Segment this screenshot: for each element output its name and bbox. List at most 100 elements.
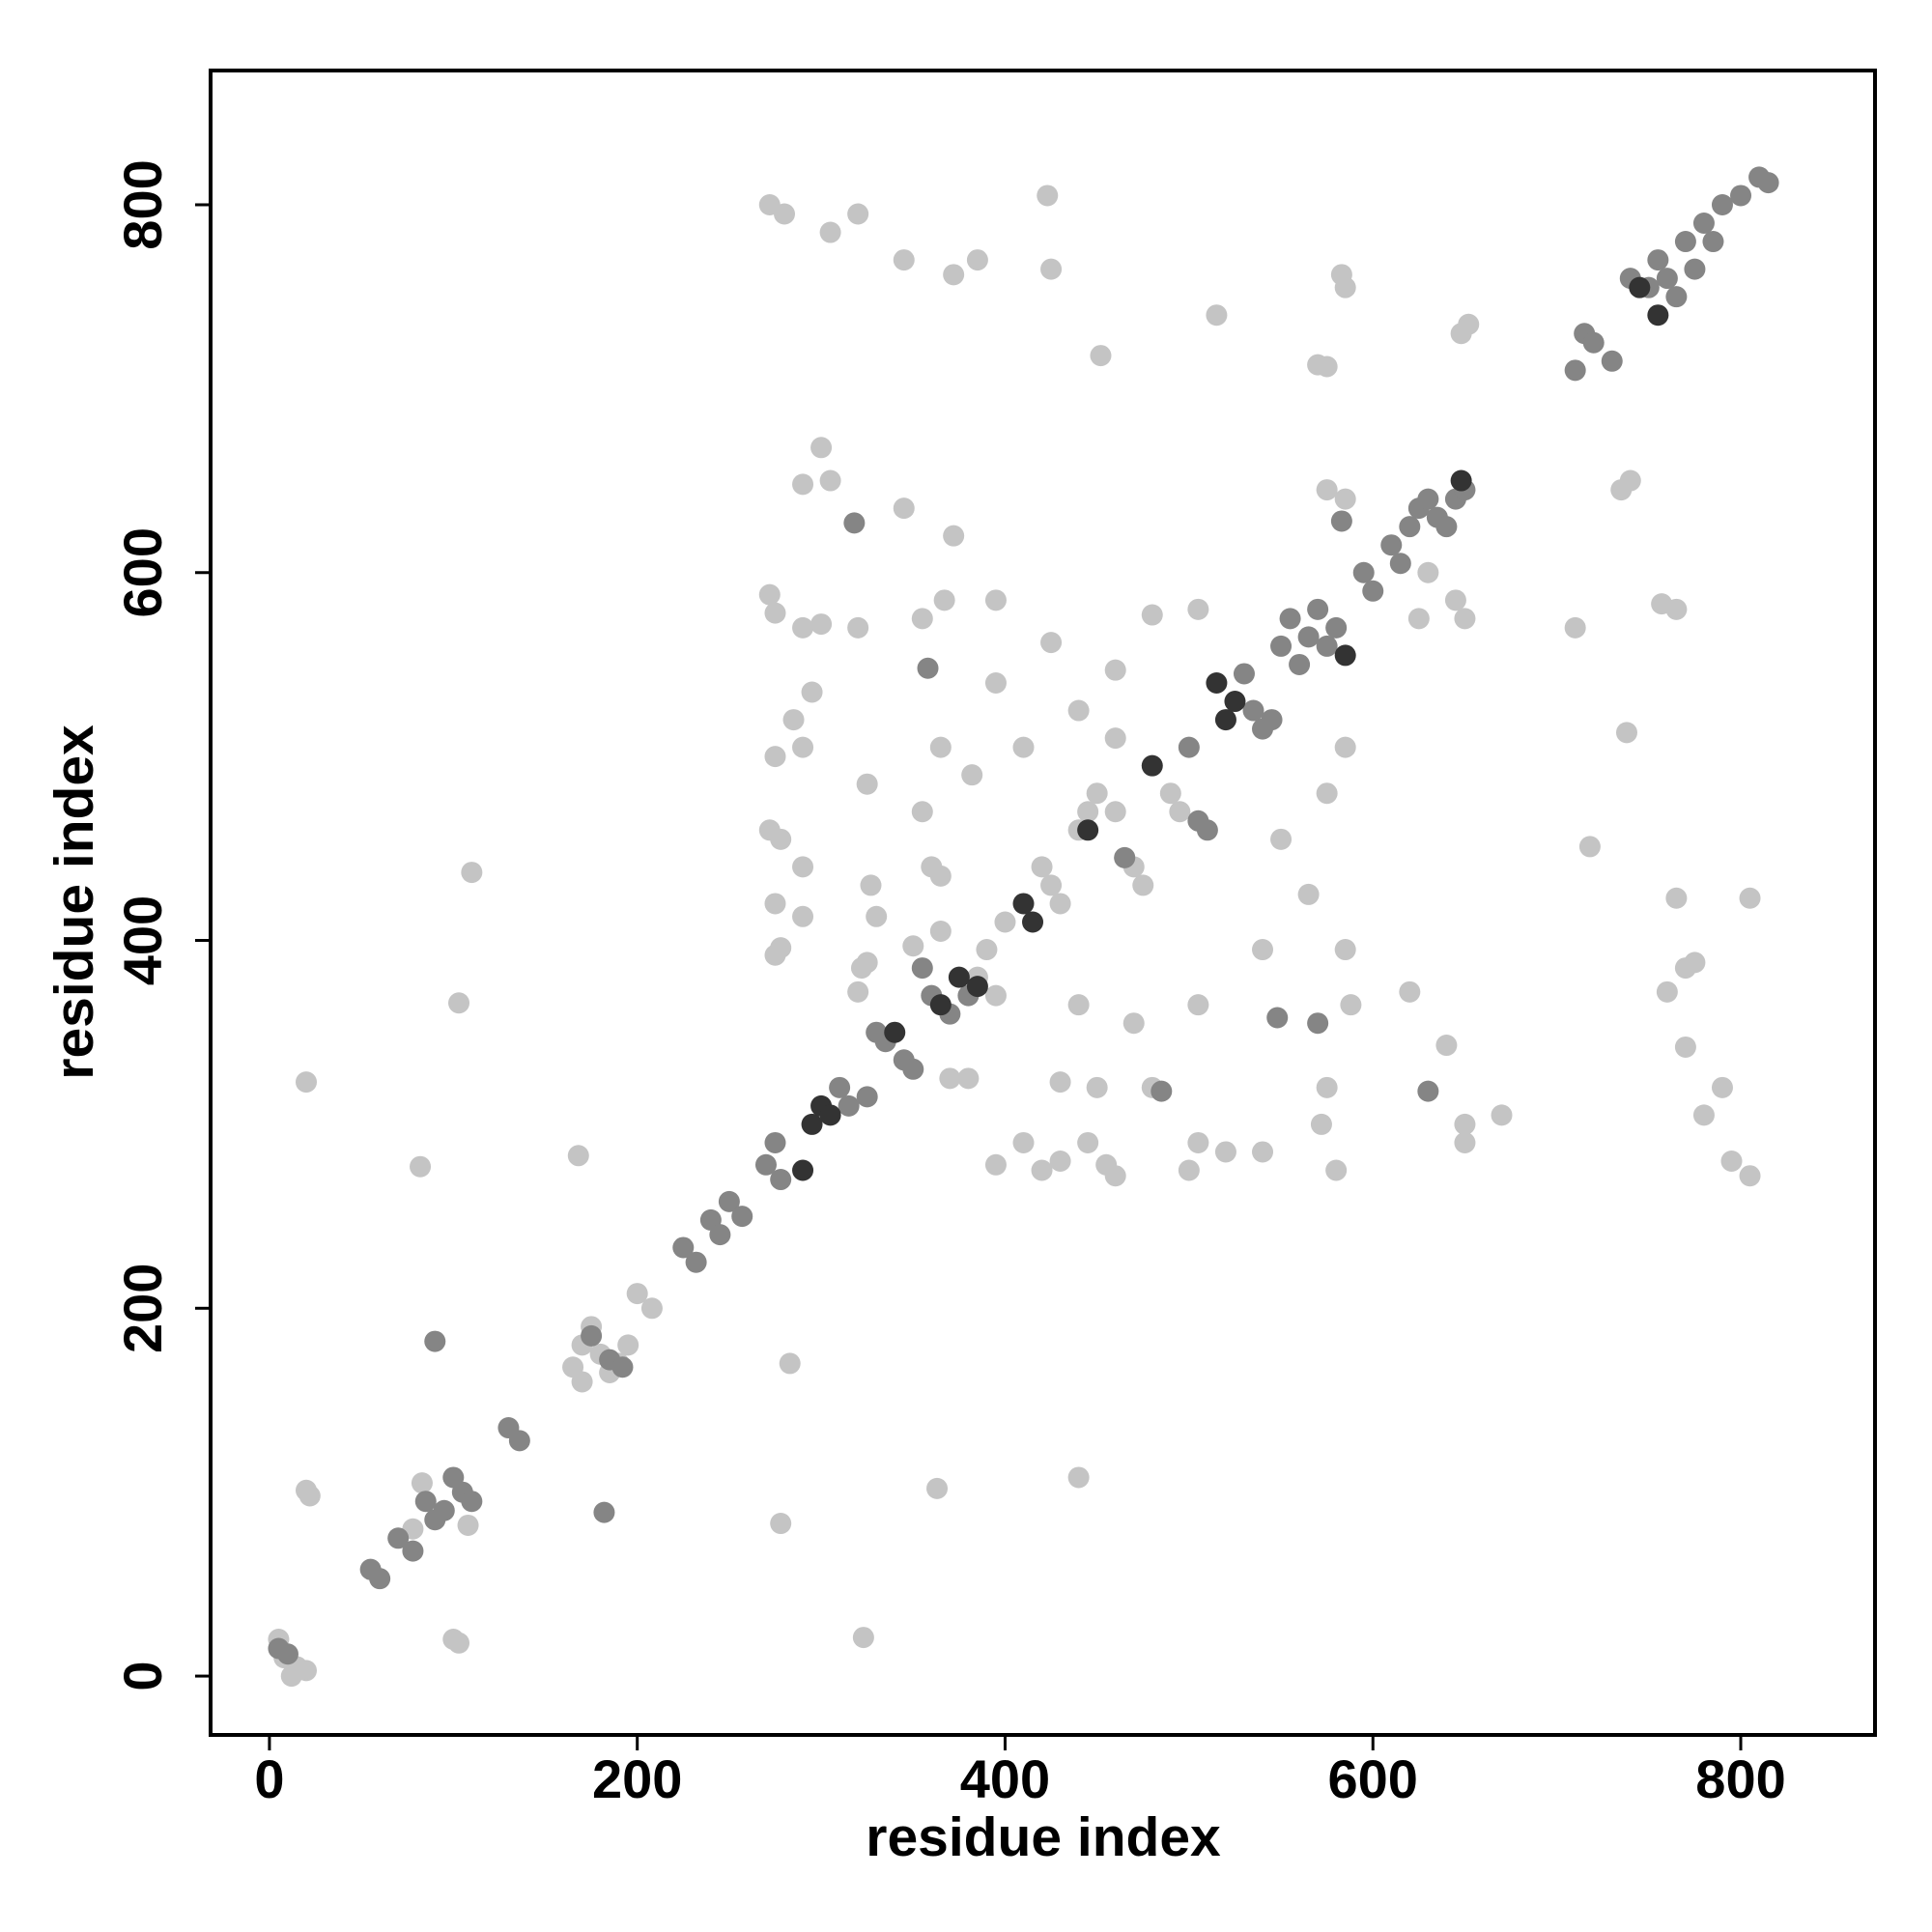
point <box>860 874 882 896</box>
point <box>1399 980 1421 1003</box>
point <box>1316 479 1338 501</box>
point <box>1169 801 1191 823</box>
point <box>1086 1076 1108 1098</box>
point <box>758 819 781 841</box>
point <box>1307 1012 1329 1035</box>
plot-frame <box>209 69 1877 1737</box>
point <box>829 1076 851 1098</box>
point <box>1114 846 1136 868</box>
point <box>1104 1165 1126 1187</box>
point <box>764 1131 786 1153</box>
point <box>1040 258 1063 280</box>
point <box>567 1145 589 1167</box>
point <box>1104 727 1126 750</box>
point <box>1491 1104 1513 1126</box>
point <box>1214 709 1236 731</box>
point <box>764 893 786 915</box>
point <box>966 249 988 271</box>
point <box>1692 1104 1715 1126</box>
point <box>1090 345 1112 367</box>
point <box>1444 589 1466 611</box>
point <box>801 1113 823 1135</box>
point <box>1316 635 1338 657</box>
point <box>1454 1131 1476 1153</box>
point <box>764 746 786 768</box>
point <box>280 1665 302 1688</box>
y-tick-label: 200 <box>112 1264 173 1353</box>
point <box>1261 709 1283 731</box>
point <box>1454 1113 1476 1135</box>
point <box>933 589 955 611</box>
point <box>457 1514 479 1536</box>
point <box>1049 1071 1071 1094</box>
point <box>984 1153 1007 1176</box>
point <box>1206 304 1228 327</box>
point <box>810 613 833 636</box>
point <box>640 1297 663 1320</box>
point <box>810 437 833 459</box>
point <box>1242 699 1264 722</box>
point <box>911 801 933 823</box>
point <box>1022 911 1044 933</box>
point <box>1619 469 1641 492</box>
point <box>1692 213 1715 235</box>
point <box>672 1236 695 1259</box>
point <box>1684 258 1706 280</box>
point <box>1334 939 1356 961</box>
y-tick-label: 0 <box>112 1661 173 1690</box>
point <box>929 736 952 758</box>
point <box>1187 1131 1209 1153</box>
point <box>1757 172 1779 194</box>
point <box>1454 608 1476 630</box>
point <box>1214 1141 1236 1163</box>
point <box>1224 691 1246 713</box>
point <box>994 911 1016 933</box>
point <box>1206 671 1228 694</box>
point <box>847 616 869 639</box>
point <box>866 905 888 927</box>
point <box>792 1159 814 1181</box>
point <box>1141 754 1163 777</box>
point <box>1279 608 1301 630</box>
point <box>1340 994 1362 1016</box>
point <box>461 1491 483 1513</box>
point <box>856 773 878 795</box>
point <box>943 264 965 286</box>
point <box>1049 893 1071 915</box>
point <box>943 525 965 547</box>
point <box>1334 644 1356 667</box>
point <box>296 1071 318 1094</box>
point <box>1067 699 1090 722</box>
point <box>1665 286 1688 308</box>
point <box>893 249 915 271</box>
point <box>847 980 869 1003</box>
point <box>856 1086 878 1108</box>
x-tick-label: 800 <box>1695 1748 1785 1809</box>
point <box>298 1485 321 1507</box>
point <box>1615 722 1637 744</box>
point <box>581 1324 603 1347</box>
point <box>779 1352 801 1375</box>
point <box>792 736 814 758</box>
point <box>819 221 841 243</box>
point <box>1647 304 1669 327</box>
point <box>1458 313 1480 335</box>
point <box>1334 736 1356 758</box>
point <box>685 1251 707 1273</box>
point <box>961 764 983 786</box>
point <box>1450 469 1472 492</box>
point <box>884 1021 906 1043</box>
point <box>1012 893 1035 915</box>
point <box>1077 1131 1099 1153</box>
point <box>1310 1113 1332 1135</box>
point <box>770 1169 792 1191</box>
point <box>1316 1076 1338 1098</box>
point <box>1656 268 1678 290</box>
point <box>792 856 814 878</box>
point <box>929 921 952 943</box>
point <box>984 984 1007 1007</box>
point <box>1270 828 1293 850</box>
point <box>1297 883 1320 905</box>
point <box>1711 193 1733 215</box>
